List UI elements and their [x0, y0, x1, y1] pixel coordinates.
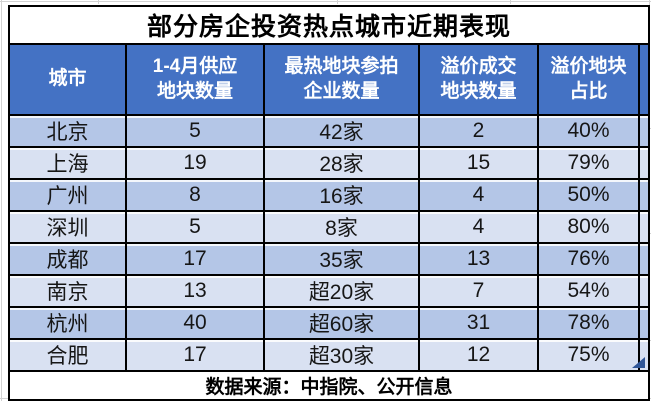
table-title: 部分房企投资热点城市近期表现: [7, 5, 651, 45]
cell-deals: 15: [418, 146, 539, 180]
cell-deals: 4: [418, 210, 539, 244]
spacer-cell: [637, 210, 651, 244]
cell-bidders: 超30家: [263, 338, 420, 372]
hot-cities-table: 部分房企投资热点城市近期表现 城市 1-4月供应 地块数量 最热地块参拍 企业数…: [7, 5, 651, 401]
cell-bidders: 28家: [263, 146, 420, 180]
cell-bidders: 8家: [263, 210, 420, 244]
cell-city: 成都: [8, 242, 127, 276]
spacer-cell: [637, 306, 651, 340]
cell-ratio: 80%: [537, 210, 640, 244]
cell-supply: 5: [125, 210, 265, 244]
cell-ratio: 78%: [537, 306, 640, 340]
table-row: 南京 13 超20家 7 54%: [8, 274, 651, 308]
cell-supply: 13: [125, 274, 265, 308]
cell-bidders: 超60家: [263, 306, 420, 340]
spacer-cell: [637, 178, 651, 212]
table-row: 上海 19 28家 15 79%: [8, 146, 651, 180]
cell-ratio: 79%: [537, 146, 640, 180]
footer-row: 数据来源：中指院、公开信息: [7, 370, 651, 401]
gridline: [337, 0, 338, 4]
col-header-city: 城市: [8, 43, 127, 116]
cell-ratio: 40%: [537, 114, 640, 148]
cell-supply: 5: [125, 114, 265, 148]
cell-deals: 12: [418, 338, 539, 372]
cell-deals: 2: [418, 114, 539, 148]
spacer-cell: [637, 242, 651, 276]
cell-city: 广州: [8, 178, 127, 212]
spacer-cell: [637, 274, 651, 308]
table-row: 合肥 17 超30家 12 75%: [8, 338, 651, 372]
col-header-premium-deals: 溢价成交 地块数量: [418, 43, 539, 116]
cell-city: 深圳: [8, 210, 127, 244]
cell-city: 杭州: [8, 306, 127, 340]
cell-deals: 7: [418, 274, 539, 308]
cell-deals: 31: [418, 306, 539, 340]
cell-deals: 13: [418, 242, 539, 276]
table-row: 北京 5 42家 2 40%: [8, 114, 651, 148]
cell-ratio: 50%: [537, 178, 640, 212]
cell-bidders: 超20家: [263, 274, 420, 308]
cell-supply: 19: [125, 146, 265, 180]
header-row: 城市 1-4月供应 地块数量 最热地块参拍 企业数量 溢价成交 地块数量 溢价地…: [8, 43, 651, 116]
gridline: [98, 0, 99, 4]
col-header-premium-ratio: 溢价地块 占比: [537, 43, 640, 116]
gridline: [1, 0, 2, 401]
table-row: 杭州 40 超60家 31 78%: [8, 306, 651, 340]
gridline: [0, 1, 651, 2]
cell-city: 上海: [8, 146, 127, 180]
data-table: 部分房企投资热点城市近期表现 城市 1-4月供应 地块数量 最热地块参拍 企业数…: [7, 5, 651, 401]
cell-ratio: 54%: [537, 274, 640, 308]
col-header-supply: 1-4月供应 地块数量: [125, 43, 265, 116]
cell-bidders: 35家: [263, 242, 420, 276]
cell-ratio: 76%: [537, 242, 640, 276]
title-row: 部分房企投资热点城市近期表现: [7, 5, 651, 45]
cell-supply: 40: [125, 306, 265, 340]
cell-bidders: 16家: [263, 178, 420, 212]
cell-city: 南京: [8, 274, 127, 308]
cell-city: 合肥: [8, 338, 127, 372]
table-row: 广州 8 16家 4 50%: [8, 178, 651, 212]
cell-ratio: 75%: [537, 338, 640, 372]
cell-supply: 17: [125, 338, 265, 372]
table-row: 深圳 5 8家 4 80%: [8, 210, 651, 244]
cell-bidders: 42家: [263, 114, 420, 148]
spacer-cell: [637, 146, 651, 180]
cell-supply: 8: [125, 178, 265, 212]
header-spacer-cell: [637, 43, 651, 116]
selection-corner-marker-icon: [632, 357, 645, 368]
spacer-cell: [637, 114, 651, 148]
cell-supply: 17: [125, 242, 265, 276]
cell-deals: 4: [418, 178, 539, 212]
gridline: [510, 0, 511, 4]
table-row: 成都 17 35家 13 76%: [8, 242, 651, 276]
cell-city: 北京: [8, 114, 127, 148]
data-source-note: 数据来源：中指院、公开信息: [7, 370, 651, 401]
col-header-bidders: 最热地块参拍 企业数量: [263, 43, 420, 116]
